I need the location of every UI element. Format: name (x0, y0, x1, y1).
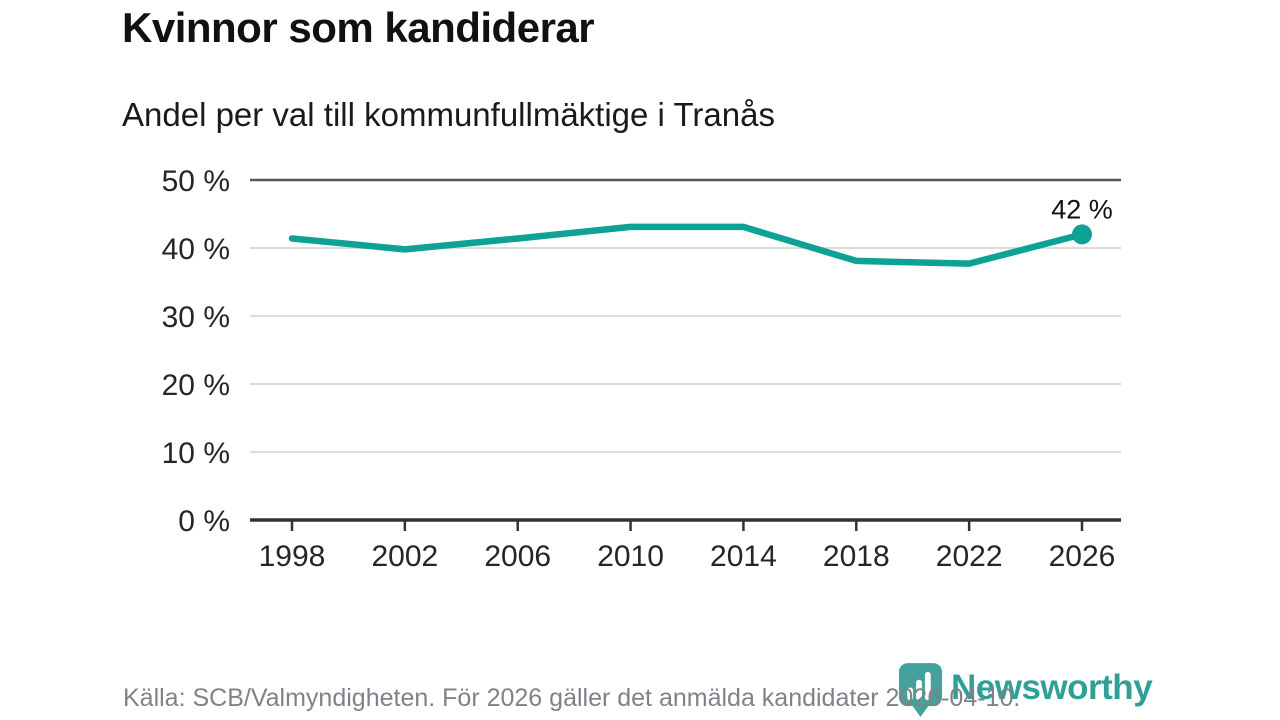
chart-subtitle: Andel per val till kommunfullmäktige i T… (122, 96, 775, 133)
bar-tall (924, 671, 931, 701)
newsworthy-logo: Newsworthy (896, 662, 1153, 718)
newsworthy-pin-icon (898, 663, 943, 717)
y-tick-label: 40 % (162, 233, 230, 266)
y-tick-label: 20 % (162, 369, 230, 402)
y-tick-label: 50 % (162, 165, 230, 198)
y-tick-label: 30 % (162, 301, 230, 334)
end-value-label: 42 % (1051, 194, 1113, 224)
y-tick-label: 10 % (162, 437, 230, 470)
chart-title: Kvinnor som kandiderar (122, 4, 595, 51)
x-tick-label: 2026 (1049, 540, 1116, 573)
x-tick-label: 2022 (936, 540, 1003, 573)
bar-small (907, 687, 914, 701)
data-line (288, 223, 1086, 267)
x-tick-label: 2010 (597, 540, 664, 573)
end-point-marker (1072, 224, 1092, 245)
newsworthy-wordmark: Newsworthy (951, 668, 1153, 707)
x-tick-label: 2006 (484, 540, 551, 573)
x-tick-label: 2002 (371, 540, 438, 573)
y-tick-label: 0 % (178, 505, 230, 538)
x-tick-label: 2014 (710, 540, 777, 573)
x-tick-label: 2018 (823, 540, 890, 573)
bar-medium (916, 679, 922, 701)
source-note: Källa: SCB/Valmyndigheten. För 2026 gäll… (123, 684, 1021, 712)
x-tick-label: 1998 (259, 540, 326, 573)
